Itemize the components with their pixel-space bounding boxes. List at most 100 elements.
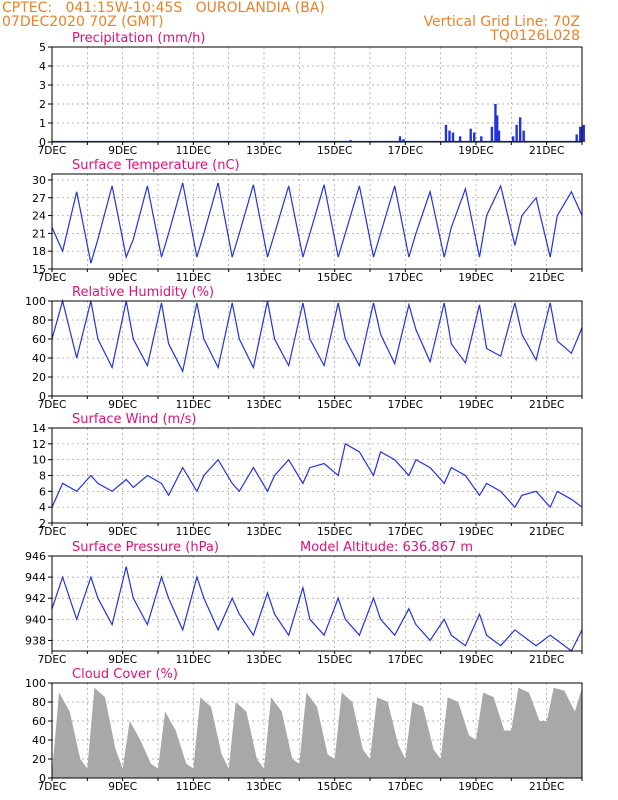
precipitation-bar [451,132,455,142]
cloud-ytick-label: 80 [32,696,46,709]
grid-note: Vertical Grid Line: 70Z [423,14,580,30]
temperature-xtick-label: 13DEC [246,272,281,284]
precipitation-xtick-label: 11DEC [176,145,211,157]
temperature-xtick-label: 17DEC [388,272,423,284]
pressure-xtick-label: 15DEC [317,654,352,666]
precipitation-bar [473,132,476,142]
pressure-xtick-label: 11DEC [176,654,211,666]
temperature-xtick-label: 19DEC [458,272,493,284]
temperature-xtick-label: 21DEC [529,272,564,284]
pressure-ytick-label: 940 [25,613,46,626]
temperature-xtick-label: 11DEC [176,272,211,284]
pressure-xtick-label: 13DEC [246,654,281,666]
cloud-ytick-label: 60 [32,715,46,728]
temperature-xtick-label: 7DEC [38,272,67,284]
humidity-xtick-label: 15DEC [317,399,352,411]
pressure-ytick-label: 938 [25,634,46,647]
precipitation-bar [496,115,499,142]
run-header: 07DEC2020 70Z (GMT) [2,14,164,30]
temperature-xtick-label: 15DEC [317,272,352,284]
humidity-xtick-label: 7DEC [38,399,67,411]
precipitation-ytick-label: 1 [39,117,46,130]
humidity-ytick-label: 0 [39,390,46,403]
precipitation-bar [469,128,472,142]
pressure-xtick-label: 21DEC [529,654,564,666]
humidity-xtick-label: 19DEC [458,399,493,411]
precipitation-bar [522,130,525,142]
wind-ytick-label: 8 [39,470,46,483]
humidity-title: Relative Humidity (%) [72,285,214,300]
precipitation-xtick-label: 15DEC [317,145,352,157]
pressure-series-line [51,566,583,652]
wind-ytick-label: 10 [32,454,46,467]
cloud-xtick-label: 17DEC [388,781,423,793]
humidity-xtick-label: 9DEC [108,399,137,411]
wind-ytick-label: 6 [39,485,46,498]
precipitation-frame [51,46,583,143]
precipitation-xtick-label: 21DEC [529,145,564,157]
wind-series-line [51,442,583,509]
precipitation-bar [490,126,494,142]
temperature-ytick-label: 24 [32,210,46,223]
wind-xtick-label: 13DEC [246,526,281,538]
precipitation-bar [518,117,522,142]
wind-xtick-label: 17DEC [388,526,423,538]
precipitation-xtick-label: 19DEC [458,145,493,157]
humidity-xtick-label: 21DEC [529,399,564,411]
cloud-area [52,687,582,778]
wind-ytick-label: 4 [39,501,46,514]
cloud-xtick-label: 13DEC [246,781,281,793]
precipitation-xtick-label: 13DEC [246,145,281,157]
humidity-series-line [51,298,583,374]
precipitation-bar [494,104,497,142]
pressure-xtick-label: 7DEC [38,654,67,666]
pressure-frame [51,555,583,652]
precipitation-ytick-label: 0 [39,136,46,149]
temperature-ytick-label: 21 [32,227,46,240]
humidity-ytick-label: 100 [25,295,46,308]
precipitation-ytick-label: 4 [39,60,46,73]
humidity-xtick-label: 11DEC [176,399,211,411]
precipitation-bar [511,136,515,142]
cloud-xtick-label: 19DEC [458,781,493,793]
cloud-xtick-label: 11DEC [176,781,211,793]
precipitation-bar [402,139,405,142]
temperature-series-line [51,182,583,264]
humidity-ytick-label: 60 [32,333,46,346]
temperature-frame [51,173,583,270]
cloud-ytick-label: 0 [39,772,46,785]
wind-ytick-label: 14 [32,422,46,435]
precipitation-title: Precipitation (mm/h) [72,31,205,46]
model-code: TQ0126L028 [490,28,580,44]
wind-xtick-label: 11DEC [176,526,211,538]
precipitation-xtick-label: 7DEC [38,145,67,157]
wind-xtick-label: 21DEC [529,526,564,538]
temperature-ytick-label: 18 [32,245,46,258]
wind-ytick-label: 12 [32,438,46,451]
precipitation-bar [515,124,518,142]
humidity-ytick-label: 80 [32,314,46,327]
precipitation-xtick-label: 9DEC [108,145,137,157]
humidity-ytick-label: 40 [32,352,46,365]
cloud-frame [51,682,583,779]
wind-title: Surface Wind (m/s) [72,412,196,427]
pressure-xtick-label: 9DEC [108,654,137,666]
precipitation-bar [497,130,501,142]
humidity-xtick-label: 13DEC [246,399,281,411]
humidity-ytick-label: 20 [32,371,46,384]
temperature-ytick-label: 27 [32,192,46,205]
pressure-ytick-label: 942 [25,592,46,605]
wind-xtick-label: 7DEC [38,526,67,538]
humidity-frame [51,300,583,397]
pressure-annotation: Model Altitude: 636.867 m [300,540,473,555]
precipitation-xtick-label: 17DEC [388,145,423,157]
wind-xtick-label: 9DEC [108,526,137,538]
precipitation-ytick-label: 2 [39,98,46,111]
cloud-xtick-label: 9DEC [108,781,137,793]
precipitation-bar [480,136,483,142]
precipitation-bar [575,134,578,142]
pressure-title: Surface Pressure (hPa) [72,540,219,555]
cloud-xtick-label: 15DEC [317,781,352,793]
pressure-ytick-label: 946 [25,550,46,563]
wind-ytick-label: 2 [39,517,46,530]
